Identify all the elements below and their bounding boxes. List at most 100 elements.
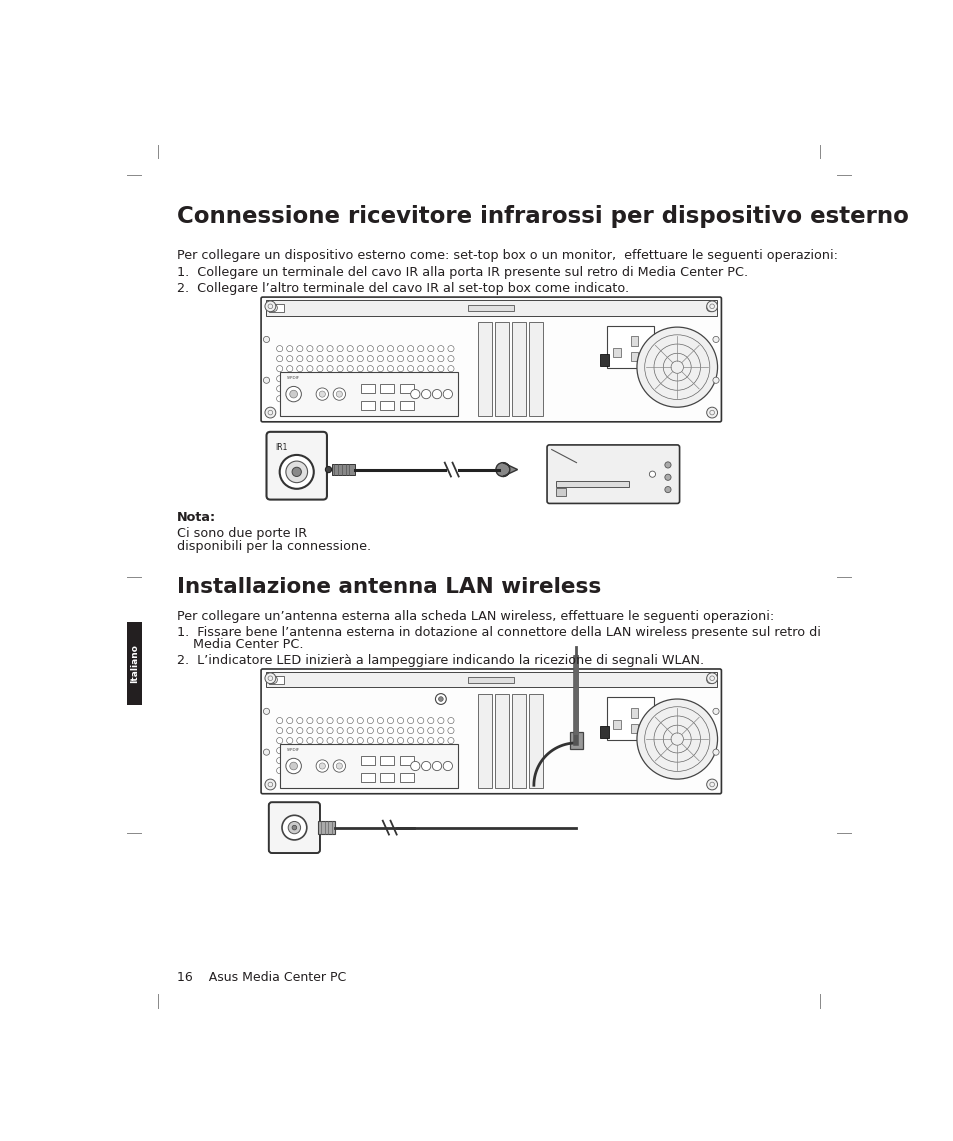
Circle shape [315, 388, 328, 400]
Circle shape [367, 737, 373, 744]
Circle shape [356, 718, 363, 723]
Circle shape [437, 758, 443, 763]
Bar [279, 744, 457, 788]
Circle shape [279, 455, 314, 488]
Circle shape [437, 375, 443, 382]
Circle shape [387, 758, 394, 763]
Circle shape [427, 768, 434, 774]
Circle shape [276, 728, 282, 734]
Circle shape [356, 386, 363, 391]
Circle shape [296, 737, 303, 744]
Circle shape [367, 768, 373, 774]
Circle shape [327, 386, 333, 391]
Circle shape [286, 356, 293, 362]
Circle shape [327, 396, 333, 402]
Circle shape [706, 675, 714, 683]
Circle shape [377, 356, 383, 362]
Circle shape [407, 346, 414, 351]
Circle shape [325, 467, 332, 472]
Circle shape [407, 356, 414, 362]
Circle shape [417, 718, 423, 723]
Circle shape [397, 365, 403, 372]
Circle shape [336, 386, 343, 391]
Circle shape [706, 301, 717, 311]
Text: Italiano: Italiano [131, 645, 139, 683]
Circle shape [336, 768, 343, 774]
Text: Installazione antenna LAN wireless: Installazione antenna LAN wireless [177, 577, 601, 598]
Circle shape [316, 396, 323, 402]
FancyBboxPatch shape [269, 802, 319, 853]
Bar [332, 464, 355, 475]
Circle shape [437, 728, 443, 734]
Circle shape [263, 750, 270, 755]
Circle shape [316, 747, 323, 754]
Text: disponibili per la connessione.: disponibili per la connessione. [177, 540, 371, 552]
Bar [468, 677, 514, 682]
Circle shape [397, 758, 403, 763]
Circle shape [447, 718, 454, 723]
Circle shape [356, 375, 363, 382]
Circle shape [347, 386, 353, 391]
Circle shape [387, 737, 394, 744]
Circle shape [397, 396, 403, 402]
FancyBboxPatch shape [261, 297, 720, 422]
Bar [380, 756, 394, 766]
Circle shape [319, 391, 325, 397]
Circle shape [417, 728, 423, 734]
Circle shape [356, 747, 363, 754]
Circle shape [421, 761, 431, 770]
Bar [399, 772, 414, 783]
Circle shape [315, 760, 328, 772]
Bar [569, 733, 583, 750]
Circle shape [397, 768, 403, 774]
Bar [607, 325, 654, 367]
Circle shape [397, 386, 403, 391]
Bar [380, 772, 394, 783]
Circle shape [397, 747, 403, 754]
Circle shape [296, 346, 303, 351]
Circle shape [397, 346, 403, 351]
Circle shape [296, 768, 303, 774]
Circle shape [447, 728, 454, 734]
Text: 1.  Collegare un terminale del cavo IR alla porta IR presente sul retro di Media: 1. Collegare un terminale del cavo IR al… [177, 266, 748, 280]
Circle shape [336, 396, 343, 402]
Circle shape [307, 375, 313, 382]
Circle shape [377, 747, 383, 754]
Text: 16    Asus Media Center PC: 16 Asus Media Center PC [177, 971, 346, 984]
Circle shape [286, 768, 293, 774]
Circle shape [282, 816, 307, 840]
Circle shape [377, 346, 383, 351]
Circle shape [265, 673, 275, 683]
Circle shape [270, 675, 277, 683]
Circle shape [327, 718, 333, 723]
Circle shape [327, 365, 333, 372]
Circle shape [417, 365, 423, 372]
Bar [612, 720, 620, 729]
Circle shape [288, 822, 300, 834]
Bar [529, 694, 542, 788]
Circle shape [347, 768, 353, 774]
Circle shape [417, 758, 423, 763]
Circle shape [336, 375, 343, 382]
Bar [512, 322, 525, 416]
Bar [477, 694, 492, 788]
Circle shape [377, 375, 383, 382]
Circle shape [347, 728, 353, 734]
Circle shape [307, 365, 313, 372]
Text: Per collegare un’antenna esterna alla scheda LAN wireless, effettuare le seguent: Per collegare un’antenna esterna alla sc… [177, 609, 774, 623]
Circle shape [437, 386, 443, 391]
Circle shape [407, 718, 414, 723]
Circle shape [407, 758, 414, 763]
Circle shape [377, 386, 383, 391]
Circle shape [286, 346, 293, 351]
Circle shape [286, 386, 293, 391]
Circle shape [387, 728, 394, 734]
Circle shape [296, 728, 303, 734]
Bar [399, 756, 414, 766]
Circle shape [307, 768, 313, 774]
Circle shape [387, 396, 394, 402]
Bar [266, 672, 716, 688]
Circle shape [447, 396, 454, 402]
Circle shape [706, 407, 717, 418]
Circle shape [410, 389, 419, 398]
